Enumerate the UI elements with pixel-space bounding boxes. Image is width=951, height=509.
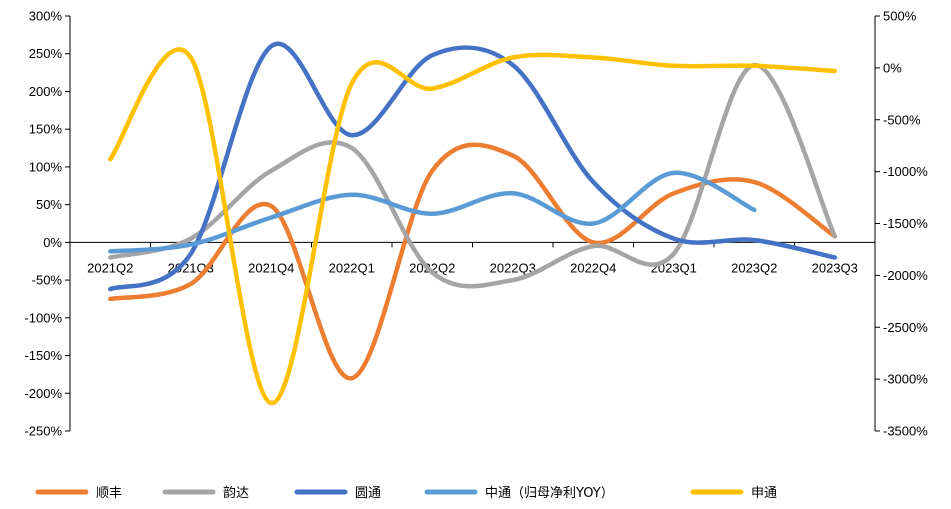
series-line-2 — [108, 62, 838, 289]
legend-label: 申通 — [751, 486, 777, 501]
series-line-1 — [108, 142, 838, 381]
legend: 顺丰 韵达 圆通 中通（归母净利YOY） 申通 — [35, 486, 777, 501]
chart-axes: 300% 250% 200% 150% 100% 50% 0% -50% -100% -150% -… — [24, 9, 928, 439]
series-line-3 — [108, 41, 838, 292]
legend-label: 圆通 — [355, 486, 381, 501]
right-axis-tick-label: -3500% — [883, 424, 928, 439]
left-axis-tick-label: -50% — [32, 273, 63, 288]
category-tick-label: 2022Q2 — [409, 260, 455, 275]
right-axis-tick-label: -2500% — [883, 320, 928, 335]
category-tick-label: 2021Q2 — [87, 260, 133, 275]
category-tick-label: 2022Q3 — [490, 260, 536, 275]
right-axis-tick-label: -2000% — [883, 268, 928, 283]
series-line-4 — [108, 170, 757, 254]
right-axis-tick-label: 0% — [883, 60, 902, 75]
left-axis-tick-label: -200% — [24, 386, 62, 401]
left-axis-tick-label: -250% — [24, 424, 62, 439]
left-axis-tick-label: 50% — [36, 197, 62, 212]
category-tick-label: 2023Q3 — [812, 260, 858, 275]
left-axis-tick-label: -150% — [24, 348, 62, 363]
right-axis-tick-label: 500% — [883, 9, 917, 24]
left-axis-tick-label: 150% — [29, 122, 63, 137]
left-axis-tick-label: 200% — [29, 84, 63, 99]
right-axis-tick-label: -1000% — [883, 164, 928, 179]
left-axis-tick-label: 250% — [29, 46, 63, 61]
category-tick-label: 2023Q2 — [731, 260, 777, 275]
series-layer — [108, 41, 838, 406]
left-axis-tick-label: -100% — [24, 310, 62, 325]
right-axis-tick-label: -500% — [883, 112, 921, 127]
right-axis-tick-label: -1500% — [883, 216, 928, 231]
category-tick-label: 2022Q4 — [570, 260, 616, 275]
category-tick-label: 2021Q4 — [248, 260, 294, 275]
right-axis-tick-label: -3000% — [883, 372, 928, 387]
category-tick-label: 2022Q1 — [329, 260, 375, 275]
left-axis-tick-label: 0% — [43, 235, 62, 250]
legend-label: 顺丰 — [96, 486, 122, 501]
left-axis-tick-label: 300% — [29, 9, 63, 24]
left-axis-tick-label: 100% — [29, 159, 63, 174]
series-line-5 — [108, 47, 838, 406]
legend-label: 中通（归母净利YOY） — [485, 486, 614, 501]
legend-label: 韵达 — [223, 486, 249, 501]
